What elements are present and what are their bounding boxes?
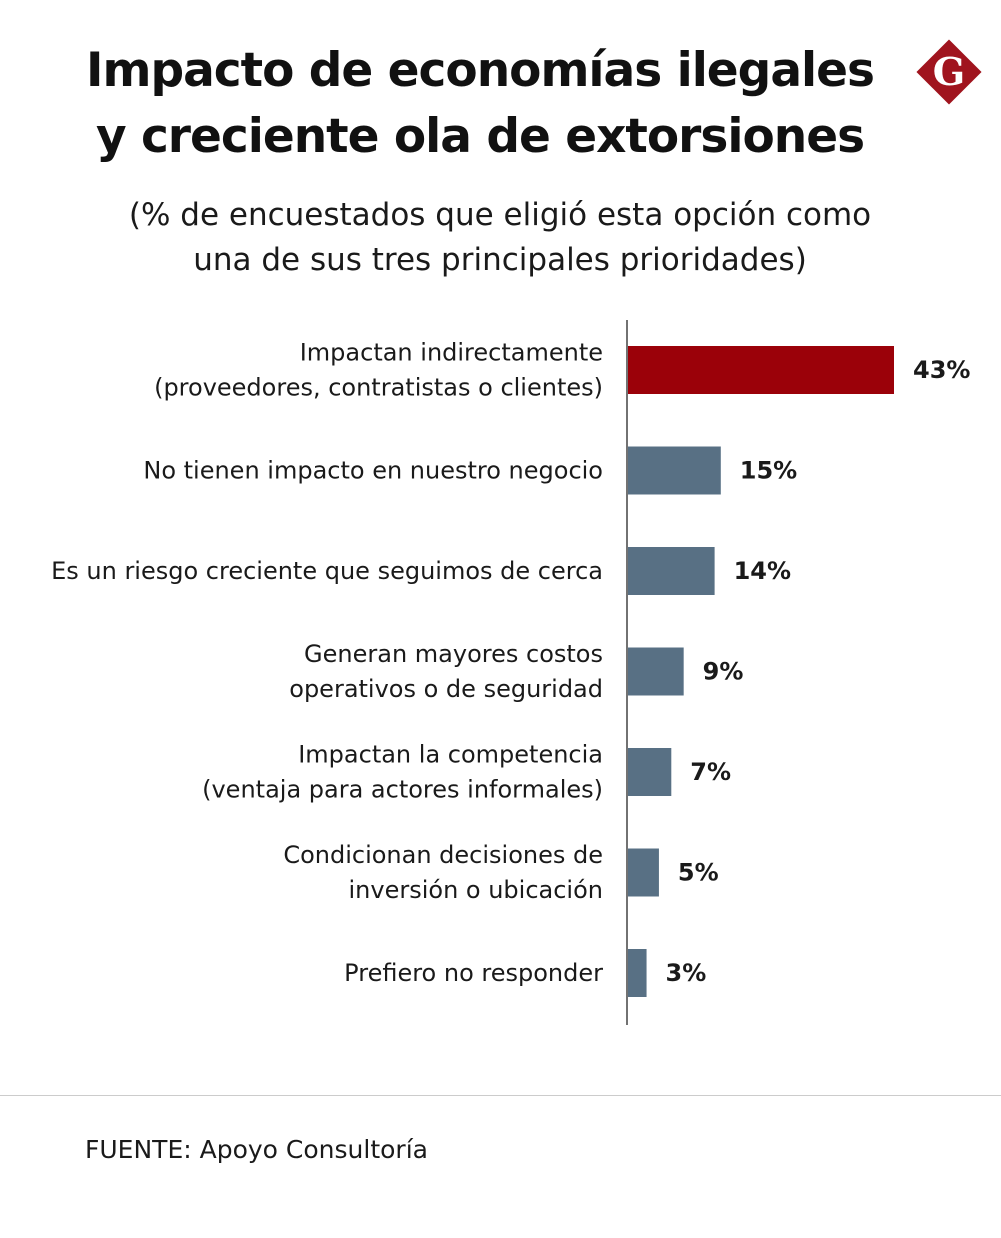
subtitle-line-1: (% de encuestados que eligió esta opción…	[128, 197, 872, 233]
bar	[628, 748, 672, 796]
category-label: (proveedores, contratistas o clientes)	[154, 374, 603, 402]
logo-letter: G	[933, 49, 965, 94]
bar	[628, 647, 684, 696]
chart-subtitle: (% de encuestados que eligió esta opción…	[60, 193, 940, 283]
footer-divider	[0, 1095, 1001, 1096]
category-label: Impactan la competencia	[298, 741, 603, 769]
category-label: (ventaja para actores informales)	[202, 776, 603, 804]
subtitle-line-2: una de sus tres principales prioridades)	[193, 242, 807, 278]
bar-chart: 43% Impactan indirectamente (proveedores, …	[51, 320, 970, 1025]
value-label: 43%	[913, 356, 970, 384]
title-line-1: Impacto de economías ilegales	[85, 43, 875, 98]
chart-title: Impacto de economías ilegales y crecient…	[40, 38, 920, 170]
value-label: 3%	[666, 959, 707, 987]
value-label: 9%	[703, 658, 744, 686]
title-line-2: y creciente ola de extorsiones	[95, 109, 865, 164]
bar	[628, 949, 647, 997]
category-label: inversión o ubicación	[349, 876, 604, 904]
bar	[628, 848, 659, 897]
category-label: No tienen impacto en nuestro negocio	[143, 457, 603, 485]
value-label: 5%	[678, 859, 719, 887]
category-label: Generan mayores costos	[304, 640, 603, 668]
category-label: Condicionan decisiones de	[283, 841, 603, 869]
bar	[628, 547, 715, 595]
category-label: operativos o de seguridad	[289, 675, 603, 703]
category-label: Prefiero no responder	[344, 959, 603, 987]
source-note: FUENTE: Apoyo Consultoría	[85, 1135, 428, 1164]
value-label: 7%	[690, 758, 731, 786]
category-label: Impactan indirectamente	[300, 339, 603, 367]
value-label: 14%	[734, 557, 791, 585]
brand-logo: G	[916, 39, 982, 105]
value-label: 15%	[740, 457, 797, 485]
bar	[628, 346, 894, 394]
logo-diamond	[916, 39, 982, 105]
category-label: Es un riesgo creciente que seguimos de c…	[51, 557, 603, 585]
bar	[628, 446, 721, 495]
